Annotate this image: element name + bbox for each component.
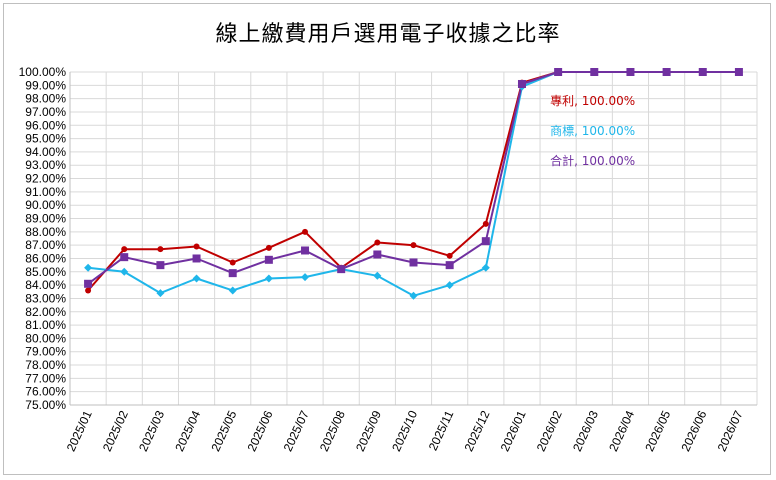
x-tick-label: 2025/05 xyxy=(208,408,239,454)
gridlines xyxy=(70,72,757,405)
x-tick-label: 2025/07 xyxy=(281,408,312,454)
y-tick-label: 82.00% xyxy=(25,305,66,319)
data-point-patent xyxy=(411,242,417,248)
data-point-total xyxy=(590,68,598,76)
data-point-trademark xyxy=(301,273,309,281)
data-point-trademark xyxy=(265,274,273,282)
data-point-patent xyxy=(194,243,200,249)
y-tick-label: 95.00% xyxy=(25,132,66,146)
x-tick-label: 2025/04 xyxy=(172,408,203,454)
x-tick-label: 2025/08 xyxy=(317,408,348,454)
data-point-total xyxy=(482,237,490,245)
y-tick-label: 96.00% xyxy=(25,118,66,132)
series-markers xyxy=(84,68,743,300)
x-tick-label: 2026/06 xyxy=(678,408,709,454)
x-tick-label: 2025/02 xyxy=(100,408,131,454)
y-tick-label: 99.00% xyxy=(25,78,66,92)
x-tick-label: 2025/09 xyxy=(353,408,384,454)
y-tick-label: 85.00% xyxy=(25,265,66,279)
y-tick-label: 90.00% xyxy=(25,198,66,212)
x-tick-label: 2025/01 xyxy=(64,408,95,454)
data-point-total xyxy=(410,258,418,266)
data-point-patent xyxy=(483,221,489,227)
x-tick-label: 2025/12 xyxy=(462,408,493,454)
x-tick-label: 2025/10 xyxy=(389,408,420,454)
y-tick-label: 98.00% xyxy=(25,92,66,106)
x-tick-label: 2025/03 xyxy=(136,408,167,454)
x-tick-label: 2026/02 xyxy=(534,408,565,454)
x-tick-label: 2026/05 xyxy=(642,408,673,454)
data-point-total xyxy=(373,250,381,258)
data-point-patent xyxy=(266,245,272,251)
y-tick-label: 94.00% xyxy=(25,145,66,159)
x-tick-label: 2026/03 xyxy=(570,408,601,454)
data-point-patent xyxy=(374,239,380,245)
data-point-total xyxy=(301,246,309,254)
y-tick-label: 80.00% xyxy=(25,331,66,345)
data-point-trademark xyxy=(193,274,201,282)
data-point-total xyxy=(518,80,526,88)
data-label: 商標, 100.00% xyxy=(550,123,635,138)
y-tick-label: 81.00% xyxy=(25,318,66,332)
data-point-total xyxy=(554,68,562,76)
data-point-patent xyxy=(230,259,236,265)
annotations: 專利, 100.00% 商標, 100.00% 合計, 100.00% xyxy=(550,94,635,168)
data-point-patent xyxy=(447,253,453,259)
y-tick-label: 83.00% xyxy=(25,291,66,305)
x-axis-ticks: 2025/012025/022025/032025/042025/052025/… xyxy=(64,408,746,454)
data-point-trademark xyxy=(446,281,454,289)
data-label: 合計, 100.00% xyxy=(550,153,635,168)
y-tick-label: 88.00% xyxy=(25,225,66,239)
y-tick-label: 91.00% xyxy=(25,185,66,199)
data-point-total xyxy=(265,256,273,264)
data-point-total xyxy=(229,269,237,277)
y-tick-label: 89.00% xyxy=(25,212,66,226)
y-tick-label: 87.00% xyxy=(25,238,66,252)
data-label: 專利, 100.00% xyxy=(550,94,635,108)
x-tick-label: 2026/04 xyxy=(606,408,637,454)
x-tick-label: 2026/01 xyxy=(498,408,529,454)
data-point-patent xyxy=(121,246,127,252)
series-line-total xyxy=(88,72,739,284)
y-tick-label: 76.00% xyxy=(25,385,66,399)
y-tick-label: 75.00% xyxy=(25,398,66,412)
y-tick-label: 79.00% xyxy=(25,345,66,359)
y-axis-ticks: 75.00%76.00%77.00%78.00%79.00%80.00%81.0… xyxy=(19,65,67,412)
y-tick-label: 78.00% xyxy=(25,358,66,372)
y-tick-label: 97.00% xyxy=(25,105,66,119)
y-tick-label: 84.00% xyxy=(25,278,66,292)
x-tick-label: 2026/07 xyxy=(715,408,746,454)
data-point-total xyxy=(699,68,707,76)
y-tick-label: 100.00% xyxy=(19,65,67,79)
y-tick-label: 92.00% xyxy=(25,172,66,186)
data-point-total xyxy=(120,253,128,261)
y-tick-label: 86.00% xyxy=(25,251,66,265)
data-point-trademark xyxy=(84,264,92,272)
data-point-total xyxy=(735,68,743,76)
data-point-total xyxy=(337,265,345,273)
data-point-total xyxy=(626,68,634,76)
data-point-trademark xyxy=(373,272,381,280)
data-point-trademark xyxy=(482,264,490,272)
x-tick-label: 2025/11 xyxy=(426,408,457,453)
data-point-total xyxy=(446,261,454,269)
y-tick-label: 93.00% xyxy=(25,158,66,172)
data-point-total xyxy=(193,254,201,262)
data-point-patent xyxy=(157,246,163,252)
data-point-patent xyxy=(302,229,308,235)
data-point-trademark xyxy=(229,286,237,294)
y-tick-label: 77.00% xyxy=(25,371,66,385)
data-point-total xyxy=(84,280,92,288)
data-point-patent xyxy=(85,287,91,293)
data-point-total xyxy=(663,68,671,76)
x-tick-label: 2025/06 xyxy=(245,408,276,454)
data-point-total xyxy=(156,261,164,269)
